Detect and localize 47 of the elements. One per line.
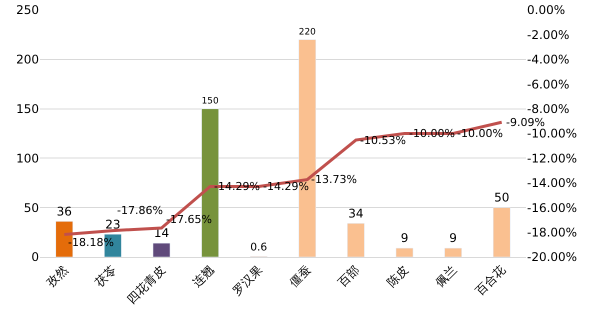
x-tick-label: 孜然 bbox=[44, 262, 71, 290]
data-label: -10.00% bbox=[457, 127, 503, 140]
data-label: 150 bbox=[202, 96, 219, 107]
y2-tick-label: -14.00% bbox=[527, 176, 578, 190]
data-label: 50 bbox=[494, 190, 510, 205]
data-label: -9.09% bbox=[506, 116, 545, 129]
data-label: 36 bbox=[56, 204, 72, 218]
bar bbox=[152, 242, 170, 257]
y-tick-label: 250 bbox=[16, 3, 39, 18]
data-label: -10.53% bbox=[360, 134, 406, 147]
data-label: -17.86% bbox=[117, 204, 163, 217]
bar bbox=[347, 223, 365, 257]
y-tick-label: 200 bbox=[16, 52, 39, 67]
y2-tick-label: 0.00% bbox=[527, 3, 566, 18]
x-tick-label: 百部 bbox=[335, 262, 362, 290]
x-tick-label: 百合花 bbox=[472, 262, 508, 298]
y2-tick-label: -20.00% bbox=[527, 250, 578, 264]
data-label: 220 bbox=[298, 27, 316, 38]
x-tick-label: 佩兰 bbox=[432, 262, 460, 290]
x-tick-label: 僵蚕 bbox=[286, 262, 314, 290]
y-tick-label: 100 bbox=[16, 151, 39, 166]
data-label: 9 bbox=[400, 231, 408, 246]
x-tick-label: 罗汉果 bbox=[230, 262, 266, 298]
x-tick-label: 连翘 bbox=[190, 262, 216, 290]
y2-tick-label: -18.00% bbox=[527, 226, 578, 240]
bar bbox=[492, 207, 510, 257]
y2-tick-label: -12.00% bbox=[527, 151, 578, 166]
y2-tick-label: -2.00% bbox=[527, 28, 570, 42]
y-tick-label: 150 bbox=[16, 102, 39, 116]
data-label: 9 bbox=[449, 231, 457, 246]
bar bbox=[444, 248, 462, 257]
data-label: 0.6 bbox=[250, 240, 268, 254]
x-tick-label: 陈皮 bbox=[384, 262, 411, 290]
bar bbox=[396, 248, 414, 257]
y2-tick-label: -6.00% bbox=[527, 77, 570, 92]
x-tick-label: 四花青皮 bbox=[124, 262, 168, 307]
y-tick-label: 50 bbox=[24, 200, 39, 215]
data-label: -13.73% bbox=[311, 173, 357, 186]
y2-tick-label: -4.00% bbox=[527, 52, 570, 67]
y2-tick-label: -16.00% bbox=[527, 200, 578, 215]
x-tick-label: 茯苓 bbox=[92, 262, 120, 290]
data-label: 34 bbox=[348, 206, 364, 220]
y2-tick-label: -8.00% bbox=[527, 102, 570, 116]
data-label: 23 bbox=[105, 217, 121, 232]
data-label: -14.29% bbox=[263, 180, 309, 193]
y-tick-label: 0 bbox=[31, 250, 39, 264]
y2-tick-label: -10.00% bbox=[527, 126, 578, 141]
